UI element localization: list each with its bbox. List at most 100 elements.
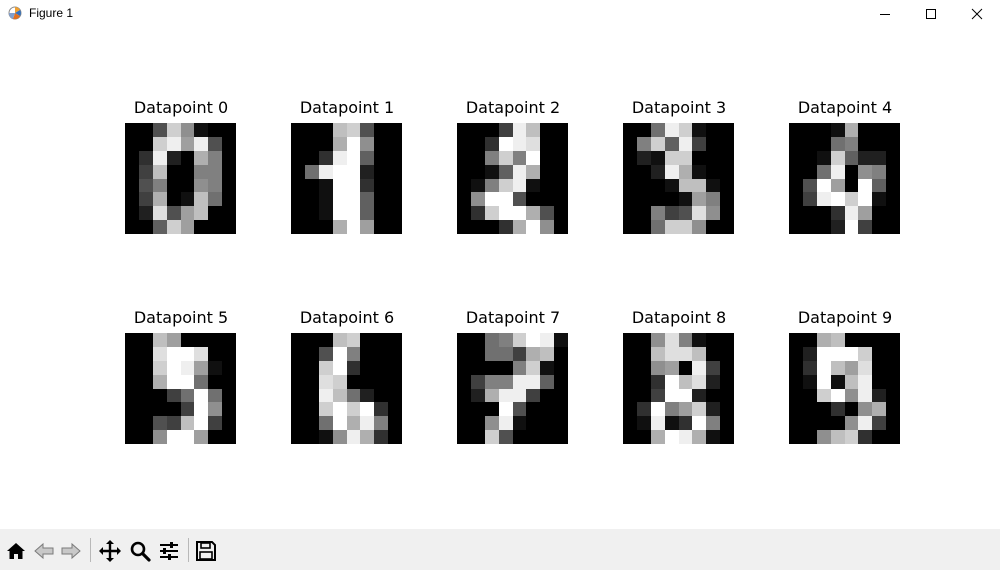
pixel-cell: [540, 192, 555, 207]
pixel-cell: [180, 123, 195, 137]
figure-canvas[interactable]: Datapoint 0 Datapoint 1 Datapoint 2 Data…: [0, 28, 1000, 529]
pixel-cell: [540, 136, 555, 151]
pixel-cell: [388, 402, 402, 417]
pixel-cell: [706, 136, 721, 151]
pixel-cell: [678, 220, 693, 234]
pixel-cell: [789, 178, 803, 193]
pixel-cell: [872, 136, 887, 151]
pixel-cell: [650, 430, 665, 444]
pixel-cell: [858, 178, 873, 193]
pixel-cell: [470, 430, 485, 444]
pan-button[interactable]: [97, 538, 123, 564]
pixel-cell: [872, 346, 887, 361]
pixel-cell: [720, 416, 734, 431]
back-button[interactable]: [31, 538, 57, 564]
home-button[interactable]: [3, 538, 29, 564]
pixel-cell: [802, 220, 817, 234]
pixel-cell: [706, 150, 721, 165]
pixel-cell: [498, 192, 513, 207]
pixel-cell: [720, 192, 734, 207]
pixel-cell: [291, 192, 305, 207]
pixel-cell: [374, 333, 389, 347]
pixel-cell: [678, 430, 693, 444]
zoom-button[interactable]: [127, 538, 153, 564]
digit-image: [623, 333, 734, 444]
pixel-cell: [138, 150, 153, 165]
pixel-cell: [886, 416, 900, 431]
pixel-cell: [332, 192, 347, 207]
pixel-cell: [844, 402, 859, 417]
pixel-cell: [623, 416, 637, 431]
pixel-cell: [650, 178, 665, 193]
pixel-cell: [318, 178, 333, 193]
window-title: Figure 1: [29, 6, 74, 20]
subplot-title: Datapoint 4: [797, 98, 893, 117]
pixel-cell: [789, 346, 803, 361]
title-bar[interactable]: Figure 1: [0, 0, 1000, 28]
pixel-cell: [125, 164, 139, 179]
pixel-cell: [222, 360, 236, 375]
pixel-cell: [388, 374, 402, 389]
pixel-cell: [194, 416, 209, 431]
pixel-cell: [512, 192, 527, 207]
pixel-cell: [470, 136, 485, 151]
pixel-cell: [886, 346, 900, 361]
pixel-cell: [623, 402, 637, 417]
pixel-cell: [457, 346, 471, 361]
pixel-cell: [332, 123, 347, 137]
subplot-title: Datapoint 3: [631, 98, 727, 117]
pixel-cell: [789, 333, 803, 347]
pixel-cell: [222, 164, 236, 179]
save-button[interactable]: [193, 538, 219, 564]
pixel-cell: [830, 374, 845, 389]
subplot-title: Datapoint 1: [299, 98, 395, 117]
pixel-cell: [194, 136, 209, 151]
maximize-button[interactable]: [908, 0, 954, 28]
pixel-cell: [872, 360, 887, 375]
pixel-cell: [720, 178, 734, 193]
pixel-cell: [457, 416, 471, 431]
pixel-cell: [291, 333, 305, 347]
pixel-cell: [830, 430, 845, 444]
pixel-cell: [125, 402, 139, 417]
pixel-cell: [457, 178, 471, 193]
pixel-cell: [388, 430, 402, 444]
pixel-cell: [830, 178, 845, 193]
pixel-cell: [664, 360, 679, 375]
pixel-cell: [291, 164, 305, 179]
pixel-cell: [332, 206, 347, 221]
close-button[interactable]: [954, 0, 1000, 28]
subplot-title: Datapoint 6: [299, 308, 395, 327]
pixel-cell: [872, 220, 887, 234]
pixel-cell: [540, 206, 555, 221]
pixel-cell: [830, 220, 845, 234]
digit-image: [457, 333, 568, 444]
pixel-cell: [346, 388, 361, 403]
pixel-cell: [318, 123, 333, 137]
pixel-cell: [720, 220, 734, 234]
forward-button[interactable]: [58, 538, 84, 564]
pixel-cell: [554, 164, 568, 179]
pixel-cell: [332, 374, 347, 389]
configure-subplots-button[interactable]: [156, 538, 182, 564]
pixel-cell: [332, 416, 347, 431]
pixel-cell: [484, 360, 499, 375]
pixel-cell: [886, 150, 900, 165]
pixel-cell: [291, 430, 305, 444]
pixel-cell: [678, 388, 693, 403]
pixel-cell: [692, 164, 707, 179]
pixel-cell: [291, 123, 305, 137]
pixel-cell: [291, 388, 305, 403]
pixel-cell: [858, 136, 873, 151]
pixel-cell: [374, 416, 389, 431]
minimize-button[interactable]: [862, 0, 908, 28]
pixel-cell: [484, 346, 499, 361]
pixel-cell: [498, 136, 513, 151]
pixel-cell: [180, 192, 195, 207]
pixel-cell: [484, 192, 499, 207]
pixel-cell: [844, 178, 859, 193]
pixel-cell: [152, 178, 167, 193]
pixel-cell: [858, 346, 873, 361]
pixel-cell: [720, 206, 734, 221]
pixel-cell: [540, 123, 555, 137]
